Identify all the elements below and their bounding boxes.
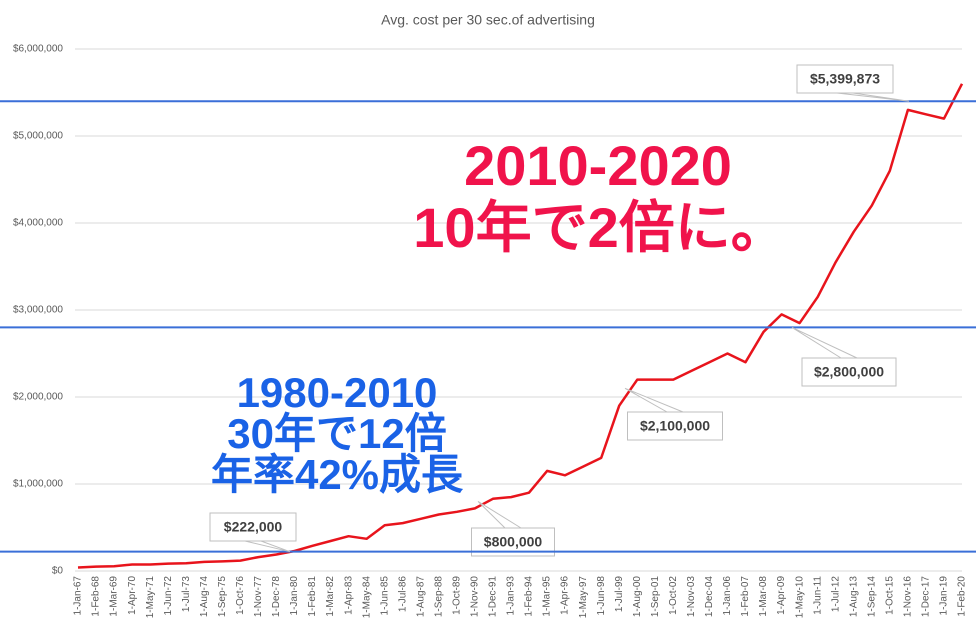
callout-box [796,64,894,94]
x-tick-label: 1-Feb-68 [91,576,102,617]
y-tick-label: $5,000,000 [13,131,63,142]
x-tick-label: 1-Jun-11 [812,576,823,615]
x-tick-label: 1-Feb-81 [307,576,318,617]
callout-label: $2,800,000 [814,364,884,380]
x-tick-label: 1-May-84 [361,576,372,619]
y-tick-label: $0 [52,566,64,577]
callout-pointer [791,326,858,359]
callout-pointer [244,540,291,553]
x-tick-label: 1-Aug-87 [415,576,426,618]
x-tick-label: 1-Nov-16 [903,576,914,618]
x-tick-label: 1-Feb-20 [957,576,968,617]
x-tick-label: 1-Feb-94 [524,576,535,617]
x-tick-label: 1-Jul-99 [614,576,625,613]
callout-box [801,357,897,387]
x-tick-label: 1-Jul-12 [830,576,841,613]
x-tick-label: 1-Feb-07 [740,576,751,617]
x-tick-label: 1-Jul-73 [181,576,192,613]
callout-box [209,512,297,542]
x-tick-label: 1-Jun-72 [163,576,174,616]
x-tick-label: 1-Sep-01 [650,576,661,618]
x-tick-label: 1-Mar-95 [542,576,553,617]
x-tick-label: 1-Oct-76 [235,576,246,615]
y-tick-label: $6,000,000 [13,44,63,55]
y-tick-label: $4,000,000 [13,218,63,229]
x-tick-label: 1-Nov-03 [686,576,697,618]
y-tick-label: $3,000,000 [13,305,63,316]
callout-label: $800,000 [484,534,543,550]
x-tick-label: 1-Jan-93 [506,576,517,616]
headline-text: 10年で2倍に。 [413,196,786,259]
x-tick-label: 1-Jan-80 [289,576,300,616]
x-tick-label: 1-Sep-88 [433,576,444,618]
callout-label: $5,399,873 [810,71,880,87]
x-tick-label: 1-Apr-70 [127,576,138,615]
y-tick-label: $1,000,000 [13,479,63,490]
callout-pointer [477,500,522,529]
x-tick-label: 1-Sep-14 [866,576,877,618]
x-tick-label: 1-Jan-06 [722,576,733,616]
x-tick-label: 1-Aug-13 [848,576,859,618]
x-tick-label: 1-Jan-19 [939,576,950,616]
headline-text: 30年で12倍 [227,410,446,457]
headline-text: 1980-2010 [237,369,438,416]
callout-box [627,411,723,441]
x-tick-label: 1-Dec-17 [921,576,932,618]
x-tick-label: 1-Sep-75 [217,576,228,618]
x-tick-label: 1-May-71 [145,576,156,619]
x-tick-label: 1-Nov-77 [253,576,264,618]
x-tick-label: 1-Dec-91 [488,576,499,618]
x-tick-label: 1-Jan-67 [73,576,84,616]
x-tick-label: 1-May-10 [794,576,805,619]
x-tick-label: 1-Jul-86 [397,576,408,613]
headline-text: 2010-2020 [464,134,732,197]
x-tick-label: 1-Apr-96 [560,576,571,615]
y-tick-label: $2,000,000 [13,392,63,403]
chart-title: Avg. cost per 30 sec.of advertising [381,12,595,28]
x-tick-label: 1-Aug-74 [199,576,210,618]
x-tick-label: 1-Dec-78 [271,576,282,618]
x-tick-label: 1-Aug-00 [632,576,643,618]
x-tick-label: 1-Jun-85 [379,576,390,616]
callout-label: $2,100,000 [640,418,710,434]
x-tick-label: 1-Nov-90 [470,576,481,618]
x-tick-label: 1-Apr-09 [776,576,787,615]
callout-pointer [836,92,910,102]
data-line [77,83,964,569]
callout-pointer [624,387,684,413]
x-tick-label: 1-May-97 [578,576,589,619]
x-tick-label: 1-Dec-04 [704,576,715,618]
x-tick-label: 1-Apr-83 [343,576,354,615]
x-tick-label: 1-Mar-08 [758,576,769,617]
x-tick-label: 1-Jun-98 [596,576,607,616]
headline-text: 年率42%成長 [211,451,464,498]
x-tick-label: 1-Oct-15 [884,576,895,615]
callout-label: $222,000 [224,519,283,535]
x-tick-label: 1-Mar-82 [325,576,336,617]
x-tick-label: 1-Oct-89 [451,576,462,615]
x-tick-label: 1-Mar-69 [109,576,120,617]
x-tick-label: 1-Oct-02 [668,576,679,615]
